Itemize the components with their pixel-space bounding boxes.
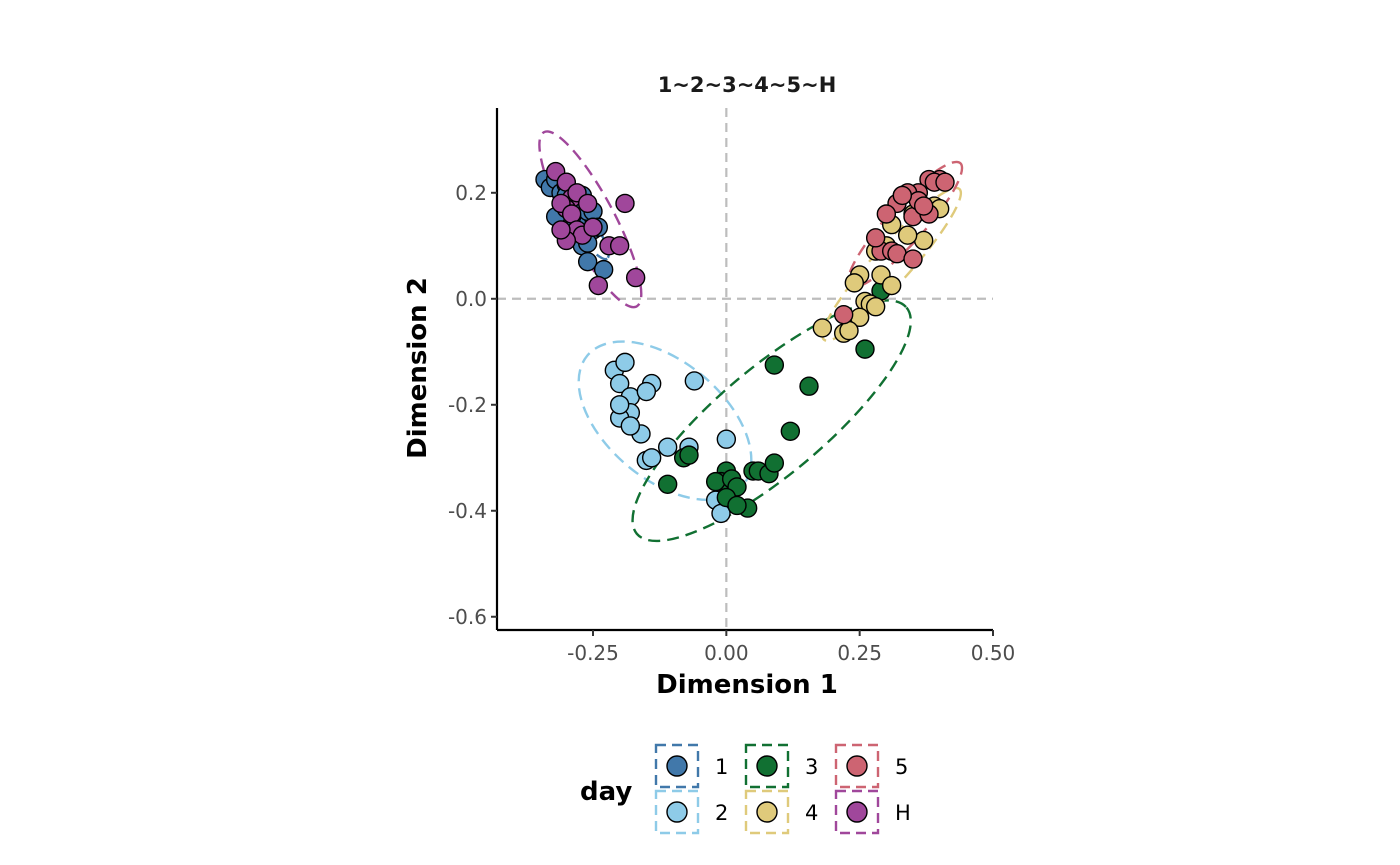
legend-key-day-3: [744, 743, 790, 789]
point-day-4: [897, 225, 918, 245]
y-tick-label: 0.2: [455, 181, 487, 205]
legend-label-day-4: 4: [805, 801, 818, 825]
x-tick-label: 0.25: [837, 641, 882, 665]
y-tick-label: -0.4: [448, 499, 487, 523]
y-axis-title: Dimension 2: [403, 277, 433, 459]
x-tick-label: 0.50: [971, 641, 1016, 665]
point-day-5: [833, 304, 854, 325]
point-day-H: [577, 193, 598, 214]
point-day-1: [577, 251, 598, 272]
reference-lines: [497, 108, 993, 630]
point-day-H: [551, 220, 571, 240]
point-day-3: [764, 355, 785, 375]
legend-marker: [846, 801, 868, 823]
x-tick-label: -0.25: [567, 641, 619, 665]
point-day-3: [705, 471, 726, 492]
point-day-2: [609, 395, 630, 415]
legend: day 1 2 3 4 5 H: [580, 743, 911, 835]
point-day-5: [865, 228, 886, 248]
x-axis-title: Dimension 1: [656, 670, 838, 700]
point-day-H: [615, 193, 635, 214]
point-day-5: [876, 204, 897, 224]
point-day-4: [913, 230, 934, 251]
point-day-5: [892, 185, 913, 206]
legend-key-day-H: [834, 789, 880, 835]
point-day-2: [716, 429, 737, 449]
point-day-4: [812, 318, 833, 338]
point-day-3: [679, 445, 699, 465]
point-day-H: [625, 267, 646, 288]
point-day-3: [799, 376, 819, 396]
point-day-3: [727, 495, 747, 516]
point-day-5: [887, 244, 907, 264]
legend-key-day-2: [654, 789, 700, 835]
legend-label-day-5: 5: [895, 755, 908, 779]
axes: [491, 108, 994, 636]
data-points: [535, 161, 955, 524]
point-day-2: [636, 381, 657, 402]
y-tick-label: -0.6: [448, 605, 487, 629]
point-day-3: [780, 421, 801, 441]
point-day-3: [764, 453, 785, 473]
x-tick-labels: -0.25 0.00 0.25 0.50: [567, 641, 1015, 665]
point-day-2: [615, 352, 635, 373]
ellipse-day-2: [577, 340, 753, 502]
ellipse-day-4: [821, 186, 963, 342]
y-tick-label: 0.0: [455, 287, 487, 311]
legend-marker: [846, 755, 868, 777]
legend-key-day-5: [834, 743, 880, 789]
plot-title: 1~2~3~4~5~H: [658, 73, 837, 97]
legend-title: day: [580, 777, 632, 807]
legend-label-day-3: 3: [805, 755, 818, 779]
y-tick-labels: -0.6 -0.4 -0.2 0.0 0.2: [448, 181, 487, 629]
legend-label-day-H: H: [895, 801, 911, 825]
point-day-5: [903, 249, 923, 269]
point-day-5: [913, 196, 934, 216]
point-day-2: [620, 416, 641, 436]
point-day-2: [657, 437, 678, 457]
point-day-3: [855, 339, 875, 359]
point-day-2: [684, 371, 705, 391]
legend-marker: [666, 755, 688, 777]
point-day-4: [881, 275, 902, 296]
point-day-H: [609, 236, 630, 256]
point-day-3: [657, 474, 678, 494]
ellipse-day-3: [631, 299, 912, 543]
legend-key-day-4: [744, 789, 790, 835]
point-day-2: [609, 373, 630, 394]
point-day-2: [641, 448, 662, 468]
point-day-5: [935, 172, 955, 192]
legend-key-day-1: [654, 743, 700, 789]
legend-marker: [666, 801, 688, 823]
legend-marker: [756, 755, 778, 777]
x-tick-label: 0.00: [704, 641, 749, 665]
legend-marker: [756, 801, 778, 823]
point-day-H: [583, 217, 603, 237]
legend-label-day-1: 1: [715, 755, 728, 779]
point-day-4: [844, 273, 865, 293]
legend-label-day-2: 2: [715, 801, 728, 825]
point-day-H: [588, 275, 609, 296]
y-tick-label: -0.2: [448, 393, 487, 417]
point-day-4: [865, 297, 886, 317]
